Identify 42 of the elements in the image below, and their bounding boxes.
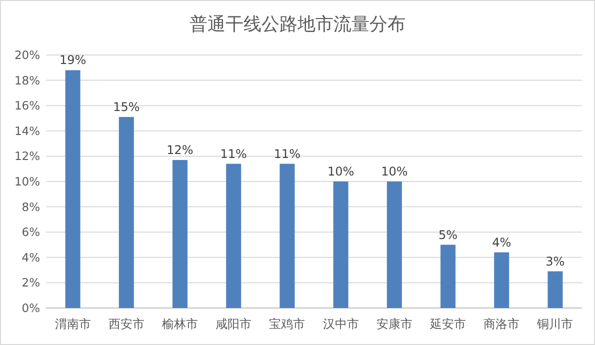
x-tick-label: 商洛市 [484, 317, 520, 331]
bar [386, 182, 402, 308]
data-label: 4% [492, 235, 512, 250]
data-label: 12% [166, 142, 194, 157]
x-tick-label: 咸阳市 [216, 317, 252, 331]
data-label: 3% [546, 254, 565, 268]
x-tick-label: 汉中市 [322, 317, 359, 331]
x-tick-label: 安康市 [376, 317, 412, 331]
y-tick-label: 16% [14, 98, 40, 113]
y-tick-label: 4% [22, 250, 40, 264]
x-tick-label: 渭南市 [54, 317, 91, 331]
bar [548, 271, 563, 308]
x-tick-label: 宝鸡市 [269, 317, 306, 331]
y-tick-label: 20% [14, 48, 40, 62]
data-label: 11% [274, 146, 301, 161]
y-tick-label: 12% [14, 149, 40, 164]
x-tick-label: 西安市 [108, 317, 144, 331]
data-label: 11% [220, 146, 247, 161]
y-tick-label: 18% [14, 73, 40, 88]
bar [226, 164, 242, 308]
y-tick-label: 8% [22, 200, 40, 214]
data-label: 10% [327, 164, 354, 178]
y-tick-label: 14% [14, 124, 40, 138]
x-tick-label: 铜川市 [536, 317, 574, 331]
bar [494, 252, 510, 308]
y-tick-label: 0% [22, 301, 40, 315]
data-label: 15% [113, 100, 140, 114]
y-tick-label: 6% [22, 225, 40, 240]
data-label: 19% [59, 53, 86, 68]
data-label: 5% [438, 228, 458, 242]
bar [118, 116, 134, 308]
bar [280, 164, 295, 308]
x-tick-label: 延安市 [429, 317, 466, 331]
x-tick-label: 榆林市 [162, 317, 198, 331]
y-tick-label: 10% [14, 174, 40, 188]
chart-title: 普通干线公路地市流量分布 [190, 14, 406, 35]
bar [333, 182, 348, 308]
bar [65, 70, 80, 308]
y-tick-label: 2% [22, 276, 40, 290]
bar [172, 160, 188, 308]
bar [440, 244, 456, 308]
data-label: 10% [381, 164, 408, 178]
